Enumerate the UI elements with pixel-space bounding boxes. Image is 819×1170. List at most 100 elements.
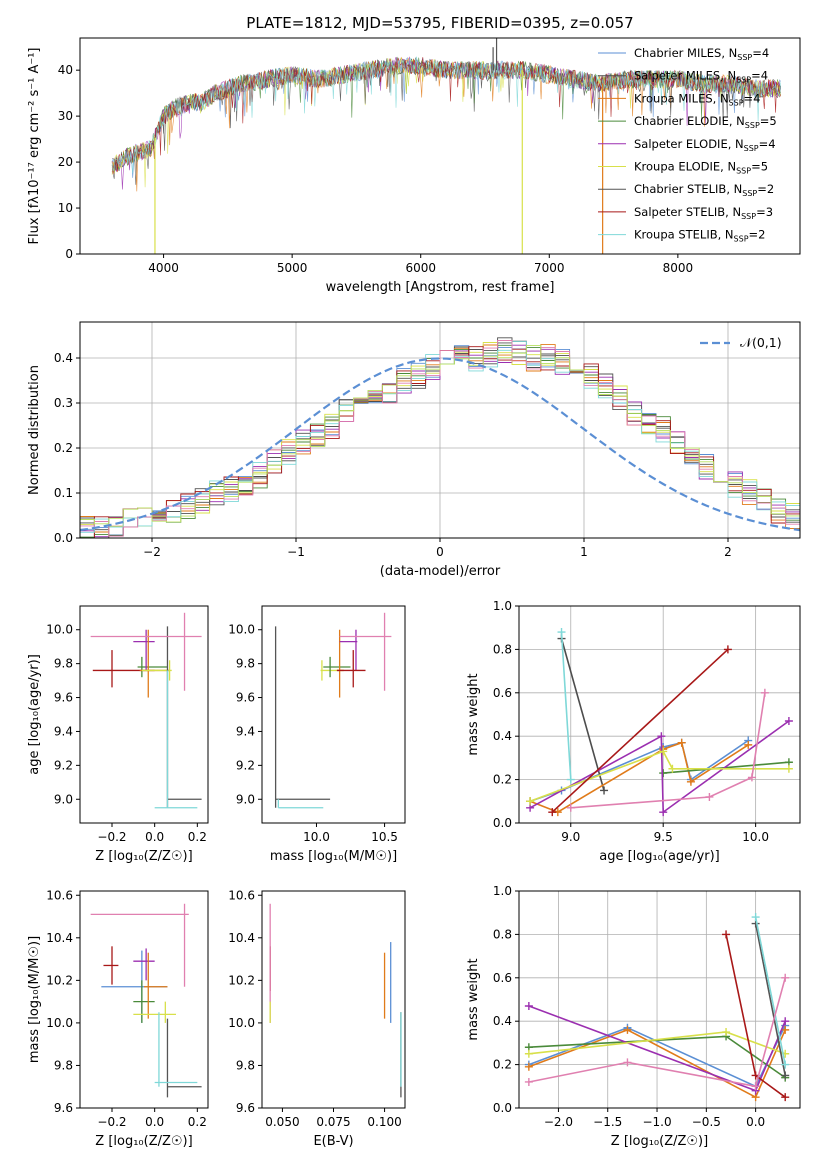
weight-marker: [600, 786, 609, 795]
y-tick-label: 0.1: [54, 486, 73, 500]
weight-marker: [781, 1093, 790, 1102]
x-tick-label: 10.0: [303, 830, 330, 844]
x-tick-label: −0.2: [97, 830, 126, 844]
legend-entry: Kroupa STELIB, NSSP=2: [634, 228, 765, 244]
y-tick-label: 20: [58, 155, 73, 169]
weight-marker: [623, 1025, 632, 1034]
x-axis-label: age [log₁₀(age/yr)]: [599, 849, 720, 864]
axes-frame: [79, 890, 209, 1109]
weight-marker: [751, 913, 760, 922]
y-tick-label: 0.4: [493, 1014, 512, 1028]
axes-frame: [79, 605, 209, 824]
weight-marker: [781, 1071, 790, 1080]
legend-entry: Kroupa MILES, NSSP=4: [634, 91, 760, 107]
plot-area: [274, 612, 392, 809]
x-tick-label: 0.0: [145, 1115, 164, 1129]
x-tick-label: −0.2: [97, 1115, 126, 1129]
y-tick-label: 9.8: [54, 657, 73, 671]
weight-marker: [557, 628, 566, 637]
y-axis-label: Normed distribution: [27, 365, 42, 495]
panel-4: 10.0 10.5 9.0 9.2 9.4 9.6 9.8 10.0 mass [log₁₀(M…: [228, 605, 406, 864]
y-tick-label: 9.4: [236, 724, 255, 738]
weight-marker: [659, 747, 668, 756]
x-tick-label: 7000: [534, 261, 565, 275]
y-tick-label: 10.6: [46, 888, 73, 902]
weight-series: [528, 977, 786, 1088]
y-tick-label: 10.0: [46, 623, 73, 637]
x-tick-label: −0.5: [692, 1115, 721, 1129]
x-tick-label: 0.2: [188, 830, 207, 844]
y-tick-label: 0.4: [54, 351, 73, 365]
weight-series: [551, 648, 729, 813]
axes-frame: [518, 890, 801, 1109]
y-tick-label: 9.8: [236, 1058, 255, 1072]
weight-series: [560, 638, 605, 791]
y-tick-label: 9.2: [236, 758, 255, 772]
panel-7: 0.050 0.075 0.100 9.6 9.8 10.0 10.2 10.4 10.6 E(B…: [228, 888, 406, 1149]
plot-area: [111, 38, 781, 254]
x-tick-label: −2: [143, 545, 161, 559]
axes-frame: [79, 37, 801, 255]
weight-marker: [548, 808, 557, 817]
plot-area: [524, 913, 790, 1102]
y-tick-label: 9.6: [54, 691, 73, 705]
weight-marker: [686, 777, 695, 786]
x-tick-label: 0: [436, 545, 444, 559]
weight-series: [570, 692, 766, 809]
x-tick-label: 2: [724, 545, 732, 559]
weight-marker: [781, 973, 790, 982]
weight-series: [529, 750, 789, 803]
x-tick-label: 0.050: [265, 1115, 299, 1129]
panel-3: −0.2 0.0 0.2 9.0 9.2 9.4 9.6 9.8 10.0 Z [log₁₀(Z/…: [27, 605, 209, 864]
histogram-series: [80, 340, 800, 537]
y-tick-label: 10.6: [228, 888, 255, 902]
weight-marker: [623, 1058, 632, 1067]
x-tick-label: 1: [580, 545, 588, 559]
weight-marker: [659, 808, 668, 817]
weight-marker: [657, 732, 666, 741]
weight-marker: [524, 1049, 533, 1058]
y-tick-label: 0.0: [493, 1101, 512, 1115]
legend-entry: Salpeter MILES, NSSP=4: [634, 69, 768, 85]
x-tick-label: 9.0: [561, 830, 580, 844]
x-axis-label: Z [log₁₀(Z/Z☉)]: [95, 1134, 192, 1149]
weight-marker: [722, 1028, 731, 1037]
weight-marker: [744, 740, 753, 749]
x-tick-label: 4000: [148, 261, 179, 275]
x-axis-label: mass [log₁₀(M/M☉)]: [270, 849, 397, 864]
x-tick-label: −1.5: [593, 1115, 622, 1129]
y-tick-label: 10.4: [46, 931, 73, 945]
weight-marker: [705, 792, 714, 801]
y-axis-label: mass weight: [466, 673, 481, 755]
plot-area: [90, 612, 202, 809]
x-axis-label: E(B-V): [313, 1134, 353, 1149]
x-tick-label: 9.5: [654, 830, 673, 844]
weight-marker: [781, 1017, 790, 1026]
axes-frame: [518, 605, 801, 824]
y-tick-label: 0.8: [493, 927, 512, 941]
legend-entry: Chabrier ELODIE, NSSP=5: [634, 114, 777, 130]
weight-marker: [524, 1002, 533, 1011]
weight-marker: [526, 797, 535, 806]
axes-frame: [261, 890, 406, 1109]
panel-2: −2 −1 0 1 2 0.0 0.1 0.2 0.3 0.4 (data-model)/error…: [27, 321, 801, 579]
spectrum-series: [112, 58, 781, 171]
x-tick-label: 0.0: [746, 1115, 765, 1129]
y-tick-label: 9.6: [54, 1101, 73, 1115]
weight-series: [754, 916, 786, 1065]
weight-series: [529, 739, 749, 803]
spectrum-series: [111, 57, 781, 175]
legend-entry: Salpeter STELIB, NSSP=3: [634, 205, 773, 221]
weight-marker: [723, 645, 732, 654]
weight-marker: [668, 764, 677, 773]
y-tick-label: 9.0: [236, 792, 255, 806]
weight-series: [529, 720, 790, 814]
y-tick-label: 0.2: [493, 1058, 512, 1072]
y-tick-label: 10.0: [228, 623, 255, 637]
y-tick-label: 0.4: [493, 729, 512, 743]
x-tick-label: −1.0: [642, 1115, 671, 1129]
y-tick-label: 0.8: [493, 642, 512, 656]
y-tick-label: 30: [58, 109, 73, 123]
x-tick-label: 10.0: [742, 830, 769, 844]
